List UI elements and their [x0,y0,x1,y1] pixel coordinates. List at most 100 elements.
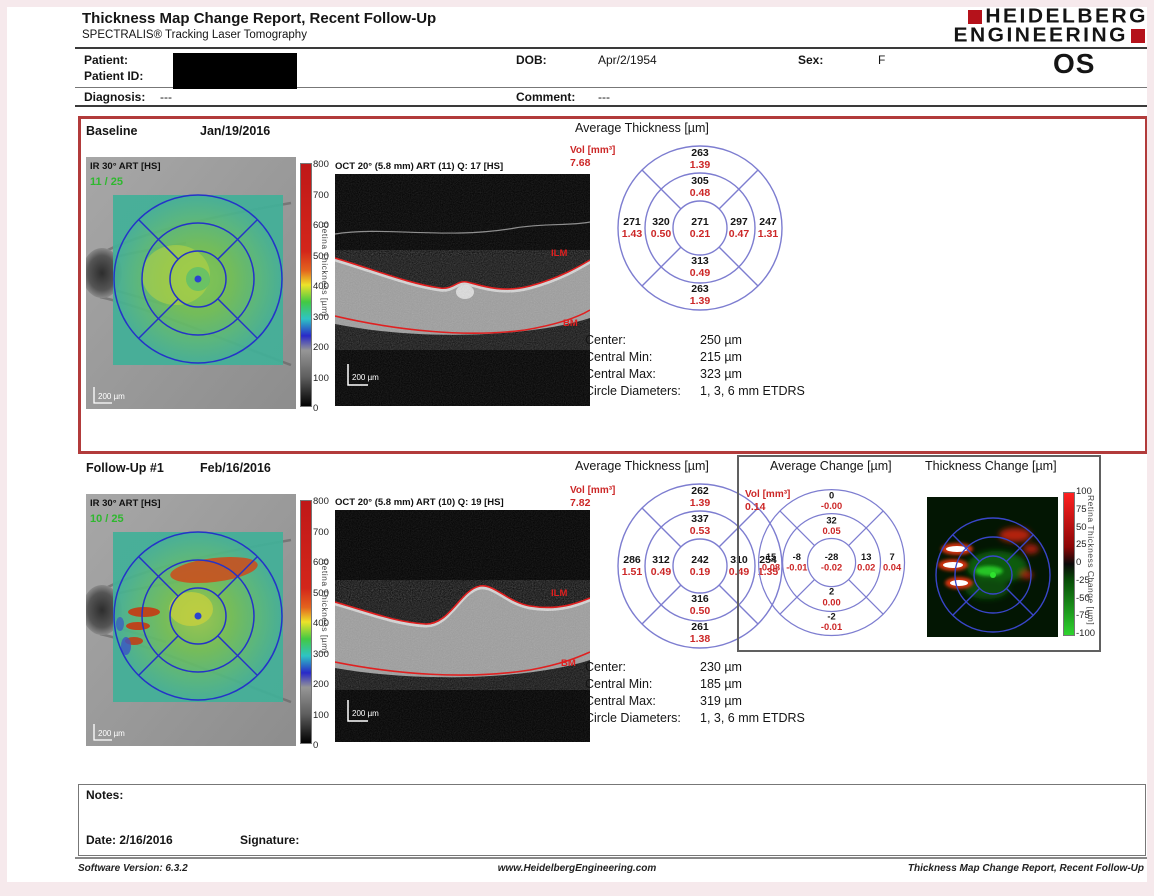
axis-tick: -25 [1076,575,1090,586]
etdrs-zone: 271 0.21 [689,216,711,240]
logo-square-icon [1131,28,1145,43]
followup-ilm-label: ILM [551,588,567,599]
stat-value: 1, 3, 6 mm ETDRS [700,384,805,398]
followup-volume: Vol [mm³] 7.82 [570,485,615,509]
baseline-ir-quality: 11 / 25 [90,176,123,188]
etdrs-zone: 242 0.19 [689,554,711,578]
vol-label: Vol [mm³] [745,489,791,500]
baseline-thickness-colorbar [300,163,312,407]
axis-tick: 600 [313,220,329,231]
axis-tick: -75 [1076,610,1090,621]
baseline-oct-label: OCT 20° (5.8 mm) ART (11) Q: 17 [HS] [335,161,503,172]
axis-tick: 800 [313,159,329,170]
thickness-change-title: Thickness Change [µm] [925,459,1057,473]
axis-tick: 25 [1076,539,1087,550]
stat-value: 250 µm [700,333,742,347]
notes-label: Notes: [86,788,124,802]
etdrs-zone: 263 1.39 [689,147,711,171]
stat-label: Circle Diameters: [585,384,681,398]
baseline-oct-image: OCT 20° (5.8 mm) ART (11) Q: 17 [HS] ILM… [335,161,590,406]
axis-tick: 200 [313,679,329,690]
axis-tick: 200 [313,342,329,353]
stat-label: Central Max: [585,367,656,381]
etdrs-zone: 32 0.05 [822,515,841,537]
followup-oct-label: OCT 20° (5.8 mm) ART (10) Q: 19 [HS] [335,497,504,508]
stat-label: Center: [585,660,626,674]
change-box [737,455,1101,652]
change-colorbar [1063,492,1075,636]
logo-text-heidelberg: HEIDELBERG [985,5,1148,27]
axis-tick: 0 [1076,557,1082,568]
axis-tick: 400 [313,618,329,629]
etdrs-zone: 337 0.53 [689,513,711,537]
axis-tick: 700 [313,527,329,538]
baseline-ir-scale-label: 200 µm [98,392,125,401]
axis-tick: 800 [313,496,329,507]
axis-tick: 400 [313,281,329,292]
etdrs-zone: 2 0.00 [822,586,841,608]
diagnosis-value: --- [160,90,172,104]
footer-rule [75,857,1148,859]
patient-name-redaction [173,53,297,89]
sex-value: F [878,53,886,67]
stat-value: 230 µm [700,660,742,674]
axis-tick: 500 [313,588,329,599]
footer-website: www.HeidelbergEngineering.com [497,863,657,874]
etdrs-zone: 313 0.49 [689,255,711,279]
avg-change-title: Average Change [µm] [770,459,892,473]
stat-label: Central Min: [585,677,653,691]
stat-label: Center: [585,333,626,347]
patient-bottom-rule [75,105,1148,107]
axis-tick: 100 [313,710,329,721]
change-axis-title: Retina Thickness Change [µm] [1086,495,1096,626]
comment-value: --- [598,90,610,104]
baseline-volume: Vol [mm³] 7.68 [570,145,615,169]
logo-square-icon [968,9,983,24]
followup-oct-image: OCT 20° (5.8 mm) ART (10) Q: 19 [HS] ILM… [335,497,590,742]
followup-ir-image: IR 30° ART [HS] 10 / 25 200 µm [86,494,296,746]
stat-value: 323 µm [700,367,742,381]
stat-value: 215 µm [700,350,742,364]
vol-label: Vol [mm³] [570,145,616,156]
etdrs-zone: 310 0.49 [728,554,750,578]
axis-tick: 100 [1076,486,1092,497]
patient-mid-rule [75,87,1148,88]
axis-tick: -50 [1076,593,1090,604]
baseline-bm-label: BM [563,318,578,329]
etdrs-zone: 247 1.31 [757,216,779,240]
diagnosis-label: Diagnosis: [84,90,146,104]
logo-text-engineering: ENGINEERING [953,24,1128,46]
followup-ir-scale-label: 200 µm [98,729,125,738]
laterality-os: OS [1053,48,1096,79]
logo-line-1: HEIDELBERG [845,5,1148,27]
axis-tick: 300 [313,312,329,323]
sex-label: Sex: [798,53,824,67]
stat-value: 319 µm [700,694,742,708]
vol-label: Vol [mm³] [570,485,616,496]
dob-label: DOB: [516,53,547,67]
etdrs-zone: 7 0.04 [882,551,902,574]
etdrs-zone: 263 1.39 [689,283,711,307]
axis-tick: 50 [1076,522,1087,533]
header-rule [75,47,1148,49]
vol-value: 7.82 [570,497,591,509]
vol-value: 7.68 [570,157,591,169]
followup-thickness-colorbar [300,500,312,744]
etdrs-zone: 286 1.51 [621,554,643,578]
axis-tick: 75 [1076,504,1087,515]
etdrs-zone: 261 1.38 [689,621,711,645]
stat-value: 1, 3, 6 mm ETDRS [700,711,805,725]
footer-software-version: Software Version: 6.3.2 [78,863,188,874]
followup-date: Feb/16/2016 [200,461,271,475]
etdrs-zone: -8 -0.01 [786,551,808,574]
axis-tick: 100 [313,373,329,384]
etdrs-zone: 297 0.47 [728,216,750,240]
axis-tick: 0 [313,740,319,751]
etdrs-zone: 15 0.08 [761,551,781,574]
etdrs-circles [617,145,783,311]
baseline-panel-border [78,116,1148,454]
baseline-thickness-axis-title: Retina Thickness [µm] [320,222,330,317]
etdrs-zone: 316 0.50 [689,593,711,617]
axis-tick: 0 [313,403,319,414]
